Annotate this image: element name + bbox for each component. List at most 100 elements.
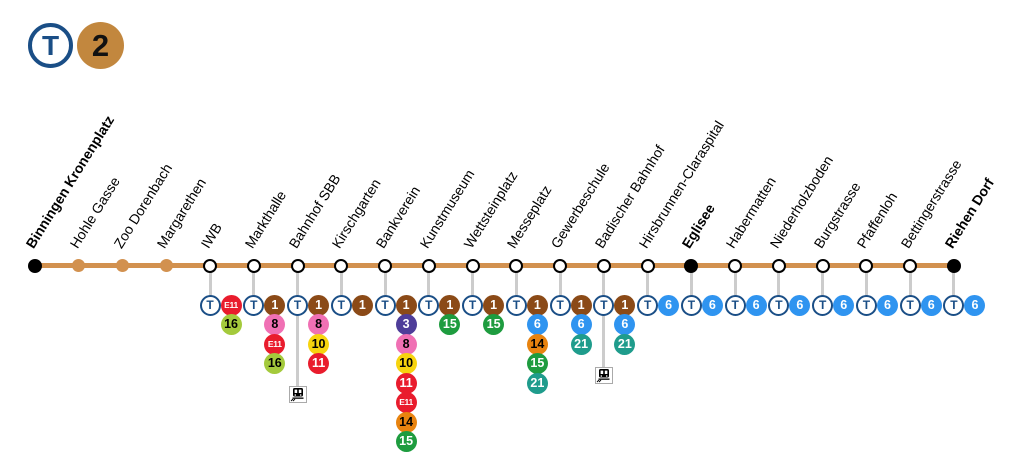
station-dot-habermatten — [728, 258, 743, 273]
connector-line-hirsbrunnen-claraspital — [646, 265, 650, 305]
station-label-bankverein: Bankverein — [372, 183, 424, 251]
connector-line-bankverein — [383, 265, 387, 305]
station-label-markthalle: Markthalle — [241, 187, 290, 251]
tram-stop-badge-wettsteinplatz: T — [462, 294, 484, 316]
tram-stop-badge-messeplatz: T — [505, 294, 527, 316]
connector-line-niederholzboden — [777, 265, 781, 305]
train-station-icon-bahnhof-sbb — [288, 386, 307, 408]
tram-stop-badge-habermatten: T — [724, 294, 746, 316]
line-badge-6-habermatten: 6 — [745, 294, 767, 316]
line-badge-6-badischer-bahnhof: 6 — [614, 314, 636, 335]
tram-stop-badge-gewerbeschule: T — [549, 294, 571, 316]
route-line — [35, 263, 954, 268]
line-badge-6-burgstrasse: 6 — [833, 294, 855, 316]
station-dot-binningen-kronenplatz — [28, 258, 42, 273]
line-badge-6-niederholzboden: 6 — [789, 294, 811, 316]
line-badge-e11-bankverein: E11 — [395, 392, 417, 413]
connector-line-iwb — [208, 265, 212, 305]
tram-stop-badge-kirschgarten: T — [330, 294, 352, 316]
line-badge-6-riehen-dorf: 6 — [964, 294, 986, 316]
station-label-iwb: IWB — [197, 220, 226, 251]
line-badge-8-markthalle: 8 — [264, 314, 286, 335]
line-badge-6-messeplatz: 6 — [526, 314, 548, 335]
tram-stop-badge-burgstrasse: T — [812, 294, 834, 316]
connector-line-wettsteinplatz — [471, 265, 475, 305]
line-badge-11-bankverein: 11 — [395, 372, 417, 394]
station-dot-burgstrasse — [815, 258, 830, 273]
tram-stop-badge-iwb: T — [199, 294, 221, 316]
line-badge-15-bankverein: 15 — [395, 431, 417, 452]
tram-symbol-badge: T — [28, 23, 73, 68]
line-badge-14-messeplatz: 14 — [526, 333, 548, 355]
station-dot-badischer-bahnhof — [596, 258, 611, 273]
station-dot-bettingerstrasse — [903, 258, 918, 273]
line-badge-6-eglisee: 6 — [701, 294, 723, 316]
line-badge-8-bankverein: 8 — [395, 333, 417, 355]
line-badge-15-wettsteinplatz: 15 — [483, 314, 505, 335]
line-badge-15-kunstmuseum: 15 — [439, 314, 461, 335]
station-dot-markthalle — [246, 258, 261, 273]
connector-line-bahnhof-sbb — [296, 265, 300, 395]
line-badge-e11-markthalle: E11 — [264, 333, 286, 355]
tram-stop-badge-riehen-dorf: T — [943, 294, 965, 316]
line-badge-6-gewerbeschule: 6 — [570, 314, 592, 335]
line-number-badge: 2 — [77, 22, 124, 69]
line-badge-1-bankverein: 1 — [395, 294, 417, 316]
tram-stop-badge-niederholzboden: T — [768, 294, 790, 316]
line-badge-11-bahnhof-sbb: 11 — [308, 353, 330, 374]
line-badge-10-bahnhof-sbb: 10 — [308, 333, 330, 355]
tram-stop-badge-bettingerstrasse: T — [899, 294, 921, 316]
line-badge-6-pfaffenloh: 6 — [876, 294, 898, 316]
connector-line-gewerbeschule — [558, 265, 562, 305]
station-dot-messeplatz — [509, 258, 524, 273]
line-badge-1-messeplatz: 1 — [526, 294, 548, 316]
connector-line-bettingerstrasse — [908, 265, 912, 305]
line-badge-21-gewerbeschule: 21 — [570, 333, 592, 355]
line-badge-1-badischer-bahnhof: 1 — [614, 294, 636, 316]
connector-line-riehen-dorf — [952, 265, 956, 305]
connector-line-eglisee — [689, 265, 693, 305]
station-dot-pfaffenloh — [859, 258, 874, 273]
line-badge-1-bahnhof-sbb: 1 — [308, 294, 330, 316]
train-station-icon-badischer-bahnhof — [594, 366, 613, 389]
line-badge-1-markthalle: 1 — [264, 294, 286, 316]
station-label-pfaffenloh: Pfaffenloh — [853, 189, 901, 251]
line-badge-e11-iwb: E11 — [220, 294, 242, 316]
tram-stop-badge-bahnhof-sbb: T — [287, 294, 309, 316]
tram-stop-badge-kunstmuseum: T — [418, 294, 440, 316]
line-badge-21-badischer-bahnhof: 21 — [614, 333, 636, 355]
tram-stop-badge-eglisee: T — [680, 294, 702, 316]
line-badge-1-gewerbeschule: 1 — [570, 294, 592, 316]
station-dot-bankverein — [378, 258, 393, 273]
station-label-hirsbrunnen-claraspital: Hirsbrunnen-Claraspital — [635, 117, 727, 251]
connector-line-kunstmuseum — [427, 265, 431, 305]
station-dot-gewerbeschule — [553, 258, 568, 273]
station-dot-hohle-gasse — [72, 259, 86, 272]
tram-stop-badge-markthalle: T — [243, 294, 265, 316]
station-dot-zoo-dorenbach — [116, 259, 130, 272]
line-badge-15-messeplatz: 15 — [526, 353, 548, 374]
station-dot-niederholzboden — [771, 258, 786, 273]
line-badge-16-iwb: 16 — [220, 314, 242, 335]
line-badge-6-hirsbrunnen-claraspital: 6 — [658, 294, 680, 316]
tram-stop-badge-hirsbrunnen-claraspital: T — [637, 294, 659, 316]
tram-stop-badge-badischer-bahnhof: T — [593, 294, 615, 316]
line-badge-21-messeplatz: 21 — [526, 372, 548, 394]
line-badge-1-kirschgarten: 1 — [351, 294, 373, 316]
connector-line-kirschgarten — [339, 265, 343, 305]
line-badge-16-markthalle: 16 — [264, 353, 286, 374]
line-badge-10-bankverein: 10 — [395, 353, 417, 374]
station-label-eglisee: Eglisee — [678, 200, 719, 251]
station-dot-iwb — [203, 258, 218, 273]
connector-line-messeplatz — [514, 265, 518, 305]
line-badge-14-bankverein: 14 — [395, 411, 417, 433]
connector-line-burgstrasse — [821, 265, 825, 305]
station-dot-hirsbrunnen-claraspital — [640, 258, 655, 273]
station-dot-bahnhof-sbb — [290, 258, 305, 273]
connector-line-markthalle — [252, 265, 256, 305]
line-badge-6-bettingerstrasse: 6 — [920, 294, 942, 316]
tram-stop-badge-pfaffenloh: T — [855, 294, 877, 316]
connector-line-badischer-bahnhof — [602, 265, 606, 375]
line-badge-3-bankverein: 3 — [395, 314, 417, 335]
